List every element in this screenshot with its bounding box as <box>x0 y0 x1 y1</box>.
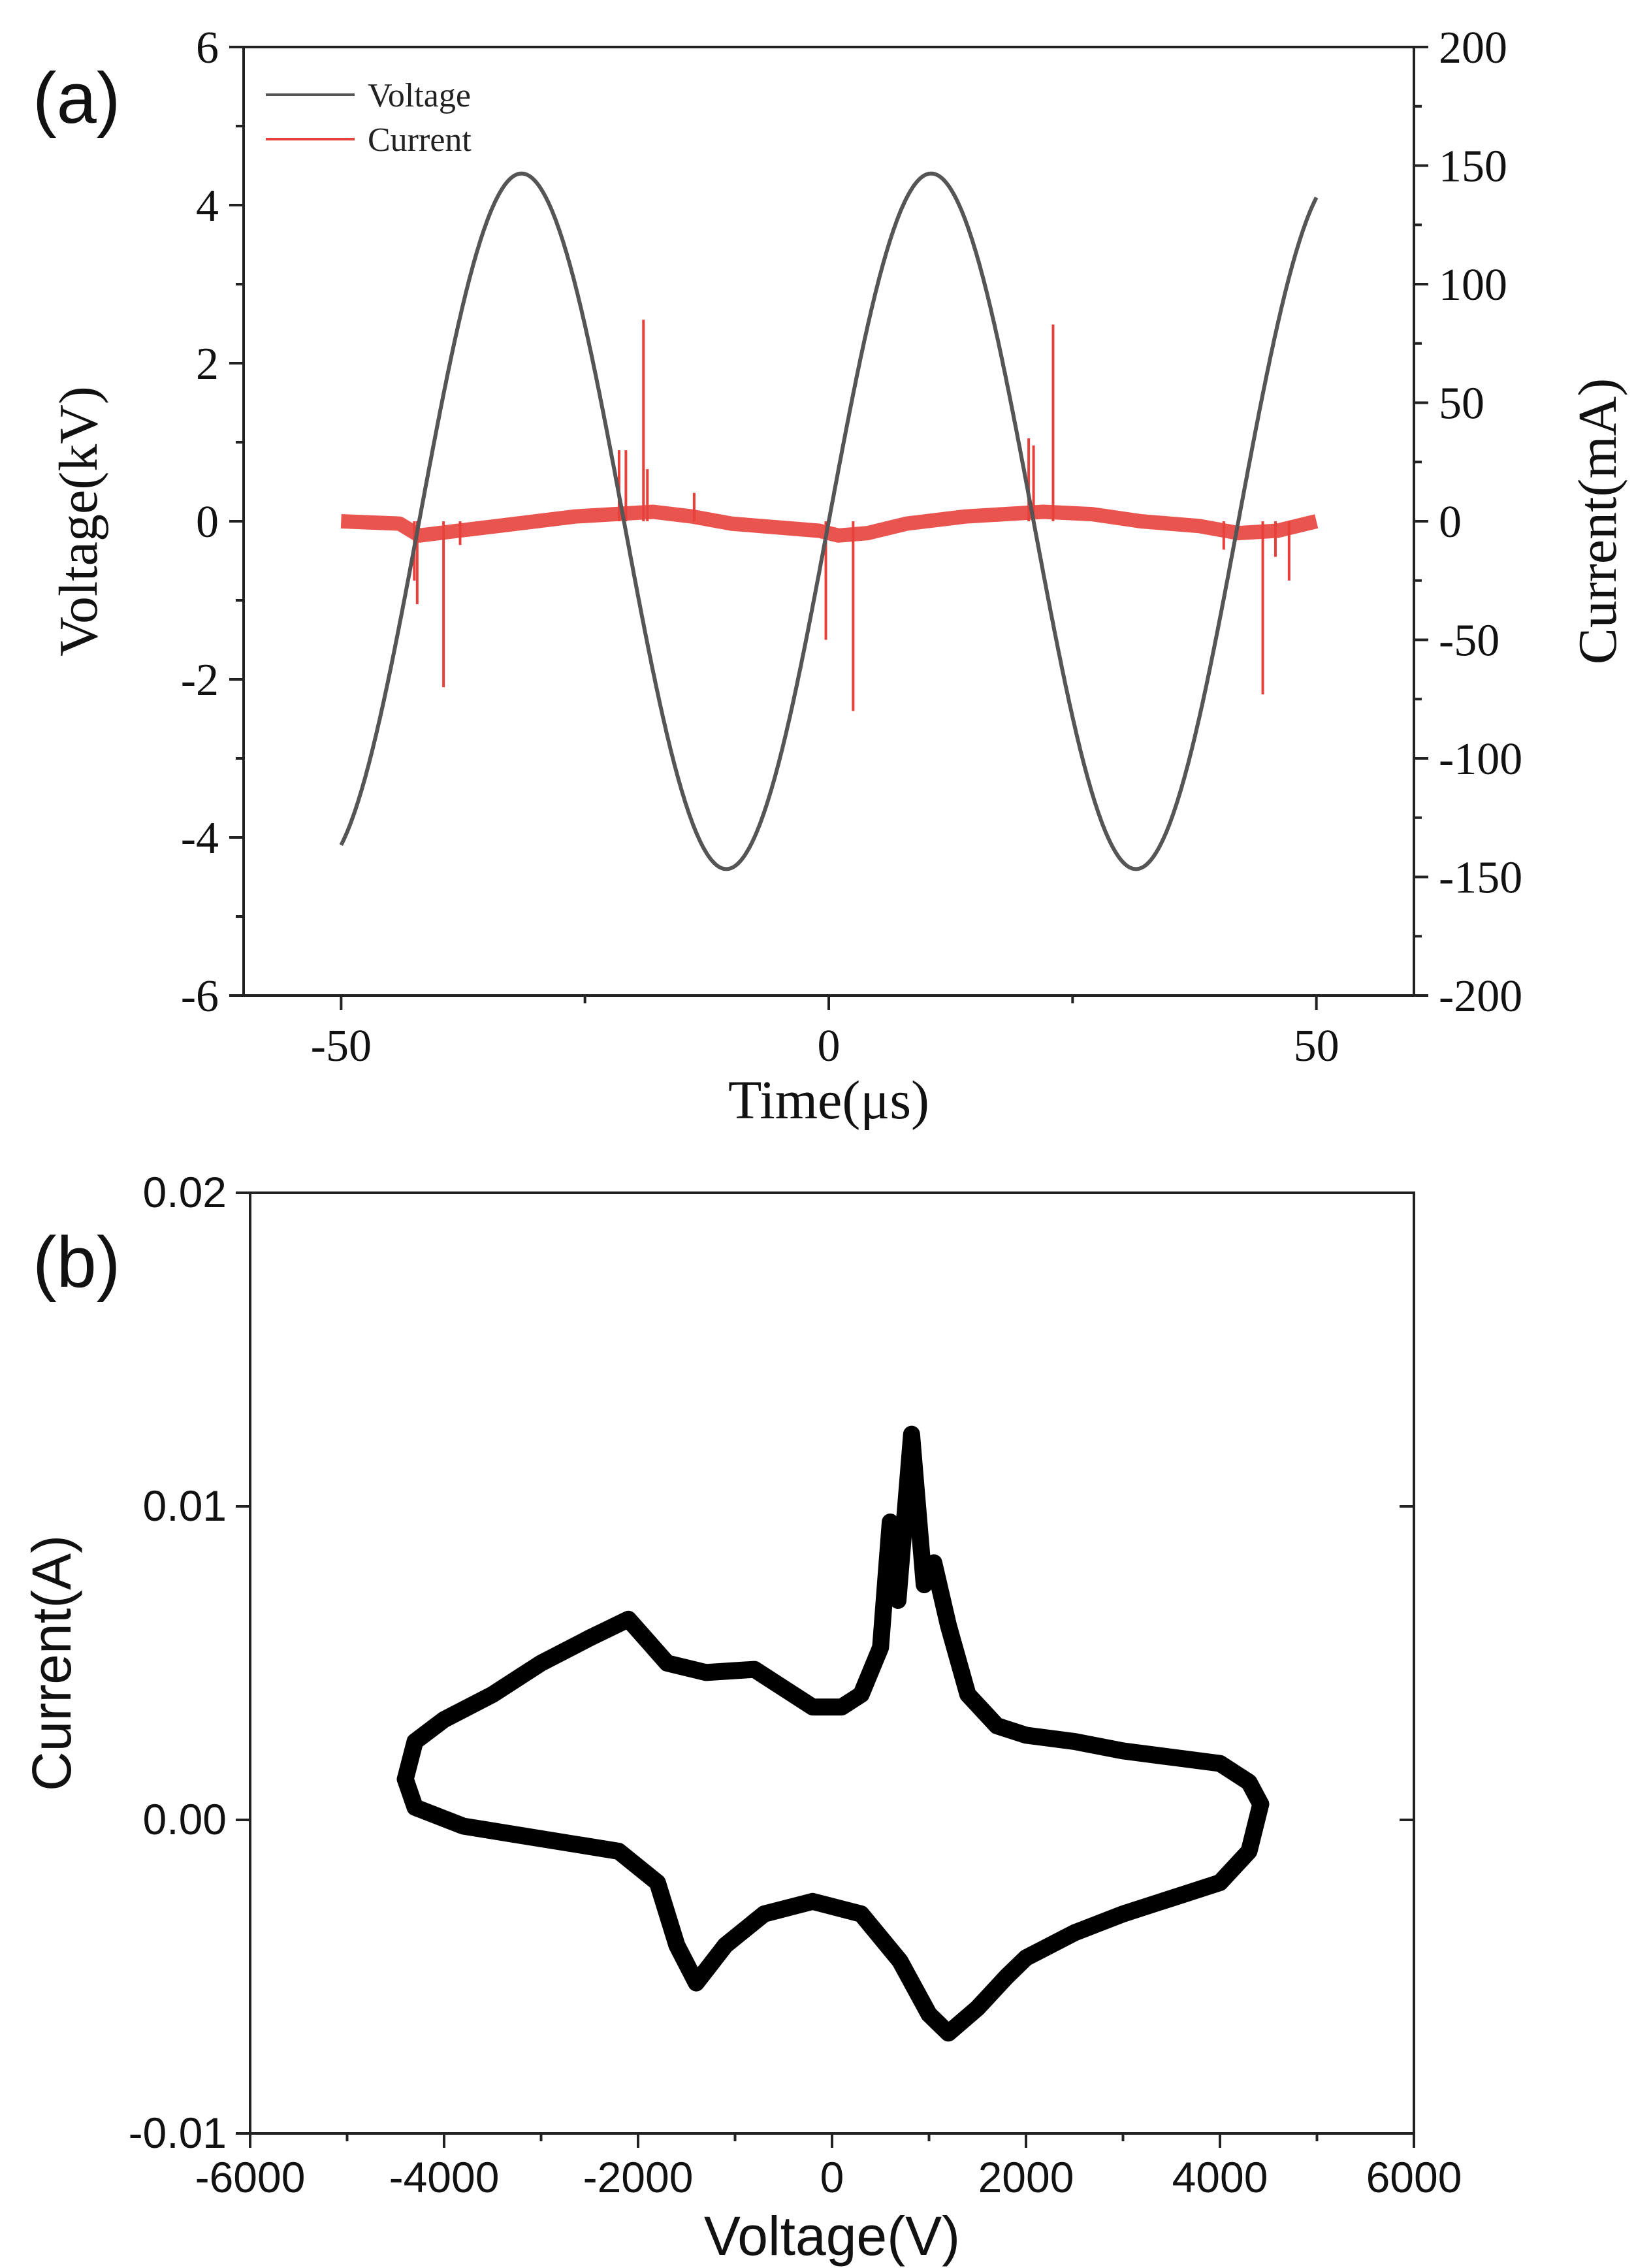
panel-b-x-tick-label-4: 2000 <box>978 2153 1074 2201</box>
panel-b-plot-area <box>396 1425 1270 2042</box>
iv-loop-upper-branch <box>396 1425 1270 1813</box>
panel-b-y-axis-label: Current(A) <box>21 1535 82 1791</box>
panel-b-x-tick-label-2: -2000 <box>583 2153 694 2201</box>
panel-a-y-tick-label-6: 6 <box>196 23 219 73</box>
panel-b: (b) -6000 -4000 -2000 0 2000 4000 6000 -0.01 0.0… <box>21 1168 1462 2267</box>
panel-b-y-tick-label-1: 0.00 <box>143 1795 227 1843</box>
panel-a-label: (a) <box>33 58 120 138</box>
panel-b-x-tick-label-3: 0 <box>820 2153 844 2201</box>
legend-current-label: Current <box>368 122 472 159</box>
legend-voltage-label: Voltage <box>368 77 471 114</box>
panel-a-y2-tick-label-1: -150 <box>1439 853 1522 903</box>
panel-a-y2-tick-label-8: 200 <box>1439 23 1507 73</box>
panel-b-y-tick-label-2: 0.01 <box>143 1482 227 1530</box>
panel-a-y2-tick-label-3: -50 <box>1439 616 1499 666</box>
panel-a-y-tick-label-1: -4 <box>181 813 219 864</box>
panel-b-x-tick-label-0: -6000 <box>195 2153 306 2201</box>
panel-a-y-tick-label-0: -6 <box>181 971 219 1022</box>
panel-b-y-tick-label-3: 0.02 <box>143 1168 227 1216</box>
panel-a-y2-tick-label-0: -200 <box>1439 971 1522 1022</box>
panel-b-x-axis-label: Voltage(V) <box>704 2205 960 2267</box>
panel-a: (a) Voltage Current -50 0 50 -6 -4 -2 0 2 4 6 -200… <box>33 23 1628 1131</box>
panel-a-y-tick-label-3: 0 <box>196 497 219 547</box>
panel-a-x-tick-label-2: 50 <box>1294 1021 1339 1071</box>
panel-b-x-tick-label-5: 4000 <box>1172 2153 1268 2201</box>
panel-a-axes: -50 0 50 -6 -4 -2 0 2 4 6 -200 -150 -100 -50 0 50 100 150… <box>181 23 1523 1071</box>
panel-a-y2-tick-label-5: 50 <box>1439 379 1484 429</box>
panel-a-x-axis-label: Time(μs) <box>728 1070 929 1131</box>
panel-a-y2-axis-label: Current(mA) <box>1567 378 1628 665</box>
voltage-trace <box>339 171 1319 871</box>
panel-a-plot-area <box>339 171 1319 871</box>
panel-a-y2-tick-label-4: 0 <box>1439 497 1462 547</box>
panel-a-legend: Voltage Current <box>266 77 472 159</box>
panel-a-y2-tick-label-2: -100 <box>1439 734 1522 785</box>
current-trace <box>340 504 1319 543</box>
panel-a-y-tick-label-2: -2 <box>181 655 219 705</box>
panel-a-y-tick-label-5: 4 <box>196 181 219 231</box>
panel-b-label: (b) <box>33 1222 120 1303</box>
iv-loop-lower-branch <box>396 1770 1270 2042</box>
panel-a-y-tick-label-4: 2 <box>196 339 219 389</box>
panel-a-x-tick-label-1: 0 <box>818 1021 841 1071</box>
panel-a-x-tick-label-0: -50 <box>311 1021 372 1071</box>
panel-b-axes: -6000 -4000 -2000 0 2000 4000 6000 -0.01 0.00 0.0… <box>129 1168 1462 2201</box>
panel-b-y-tick-label-0: -0.01 <box>129 2109 227 2157</box>
panel-b-x-tick-label-1: -4000 <box>389 2153 500 2201</box>
panel-a-y2-tick-label-7: 150 <box>1439 142 1507 192</box>
panel-a-y-axis-label: Voltage(kV) <box>48 386 109 656</box>
panel-a-y2-tick-label-6: 100 <box>1439 260 1507 310</box>
panel-b-x-tick-label-6: 6000 <box>1366 2153 1462 2201</box>
